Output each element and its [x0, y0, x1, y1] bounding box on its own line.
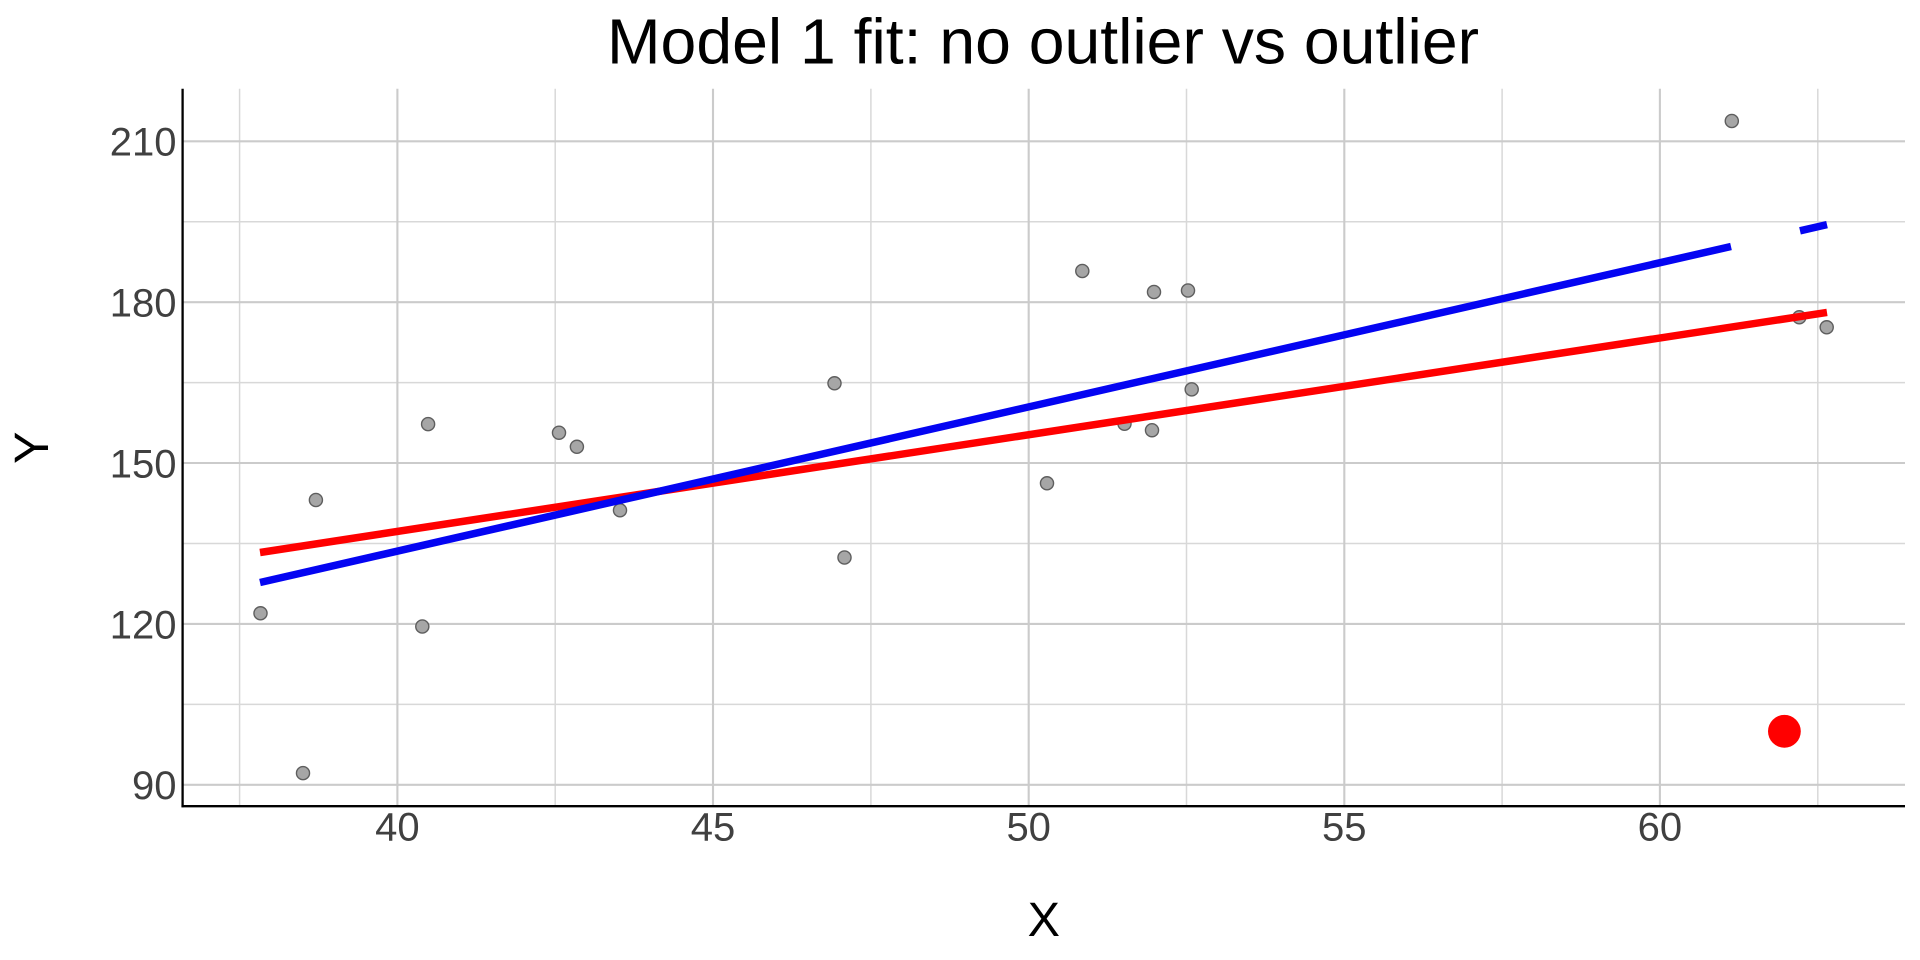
svg-text:120: 120: [110, 603, 177, 647]
svg-text:55: 55: [1322, 806, 1367, 850]
svg-text:Y: Y: [5, 432, 59, 464]
svg-text:60: 60: [1638, 806, 1683, 850]
svg-text:150: 150: [110, 442, 177, 486]
svg-text:X: X: [1028, 893, 1060, 947]
svg-text:210: 210: [110, 121, 177, 165]
svg-text:40: 40: [375, 806, 420, 850]
svg-text:45: 45: [691, 806, 736, 850]
svg-text:Model 1 fit: no outlier vs out: Model 1 fit: no outlier vs outlier: [607, 6, 1479, 78]
svg-text:50: 50: [1006, 806, 1051, 850]
svg-text:180: 180: [110, 282, 177, 326]
svg-text:90: 90: [132, 764, 177, 808]
